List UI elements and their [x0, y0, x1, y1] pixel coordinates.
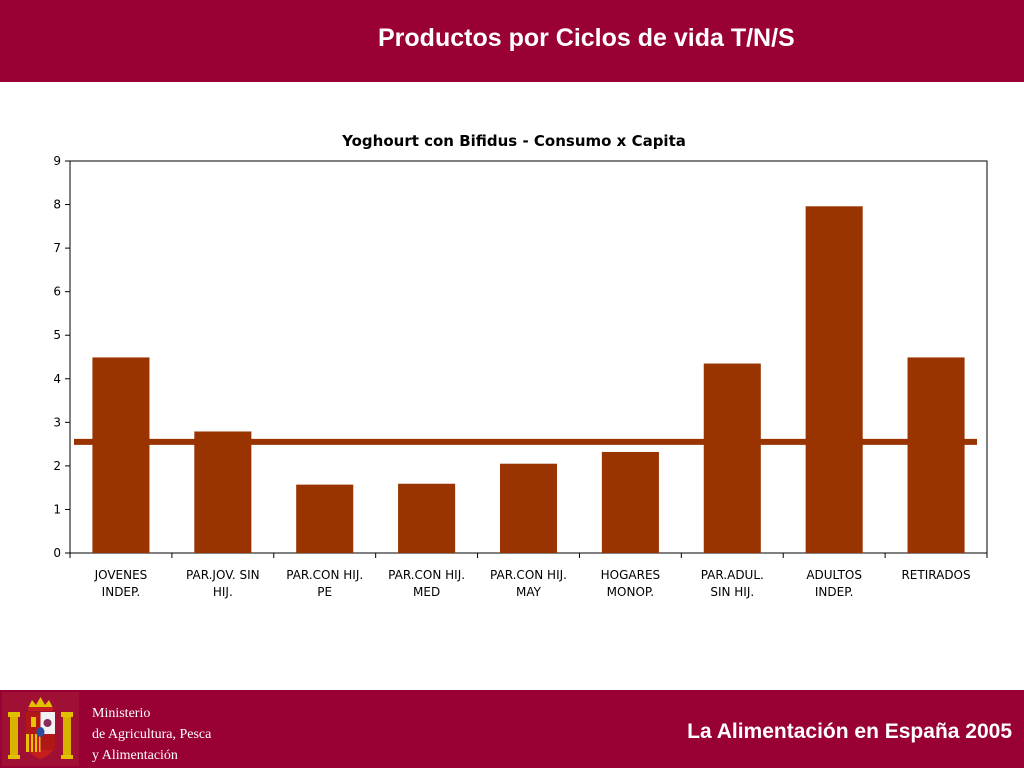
footer-title: La Alimentación en España 2005	[687, 720, 1012, 743]
x-category-label: PAR.ADUL. SIN HIJ.	[701, 568, 764, 599]
y-tick-label: 5	[53, 328, 61, 342]
y-tick-label: 3	[53, 415, 61, 429]
ministry-line-2: de Agricultura, Pesca	[92, 727, 212, 742]
ministry-name: Ministerio de Agricultura, Pesca y Alime…	[92, 703, 211, 766]
y-tick-label: 4	[53, 372, 61, 386]
y-tick-label: 9	[53, 154, 61, 168]
bar	[601, 451, 659, 553]
bar	[194, 431, 252, 553]
header-band: Productos por Ciclos de vida T/N/S	[0, 0, 1024, 82]
bar-chart: Yoghourt con Bifidus - Consumo x Capita …	[53, 132, 988, 599]
bar	[703, 363, 761, 553]
bar	[92, 357, 150, 553]
x-category-label: HOGARES MONOP.	[601, 568, 661, 599]
bar	[805, 206, 863, 553]
x-category-label: JOVENES INDEP.	[94, 568, 148, 599]
x-category-label: ADULTOS INDEP.	[806, 568, 862, 599]
x-category-label: PAR.JOV. SIN HIJ.	[186, 568, 260, 599]
y-tick-label: 6	[53, 285, 61, 299]
y-tick-label: 7	[53, 241, 61, 255]
bar	[398, 483, 456, 553]
bar	[907, 357, 965, 553]
coat-of-arms-logo	[2, 692, 79, 766]
bar	[499, 463, 558, 553]
x-category-label: RETIRADOS	[901, 568, 970, 582]
x-category-label: PAR.CON HIJ. PE	[286, 568, 363, 599]
slide-title: Productos por Ciclos de vida T/N/S	[378, 24, 795, 52]
bar	[296, 484, 354, 553]
footer-band: Ministerio de Agricultura, Pesca y Alime…	[0, 690, 1024, 768]
ministry-line-3: y Alimentación	[92, 748, 178, 763]
x-category-label: PAR.CON HIJ. MED	[388, 568, 465, 599]
chart-container: Yoghourt con Bifidus - Consumo x Capita …	[0, 120, 1024, 620]
crest-icon	[8, 697, 73, 759]
y-tick-label: 8	[53, 198, 61, 212]
y-tick-label: 0	[53, 546, 61, 560]
x-category-label: PAR.CON HIJ. MAY	[490, 568, 567, 599]
chart-title: Yoghourt con Bifidus - Consumo x Capita	[341, 132, 686, 150]
y-tick-label: 1	[53, 502, 61, 516]
ministry-line-1: Ministerio	[92, 706, 151, 721]
y-tick-label: 2	[53, 459, 61, 473]
